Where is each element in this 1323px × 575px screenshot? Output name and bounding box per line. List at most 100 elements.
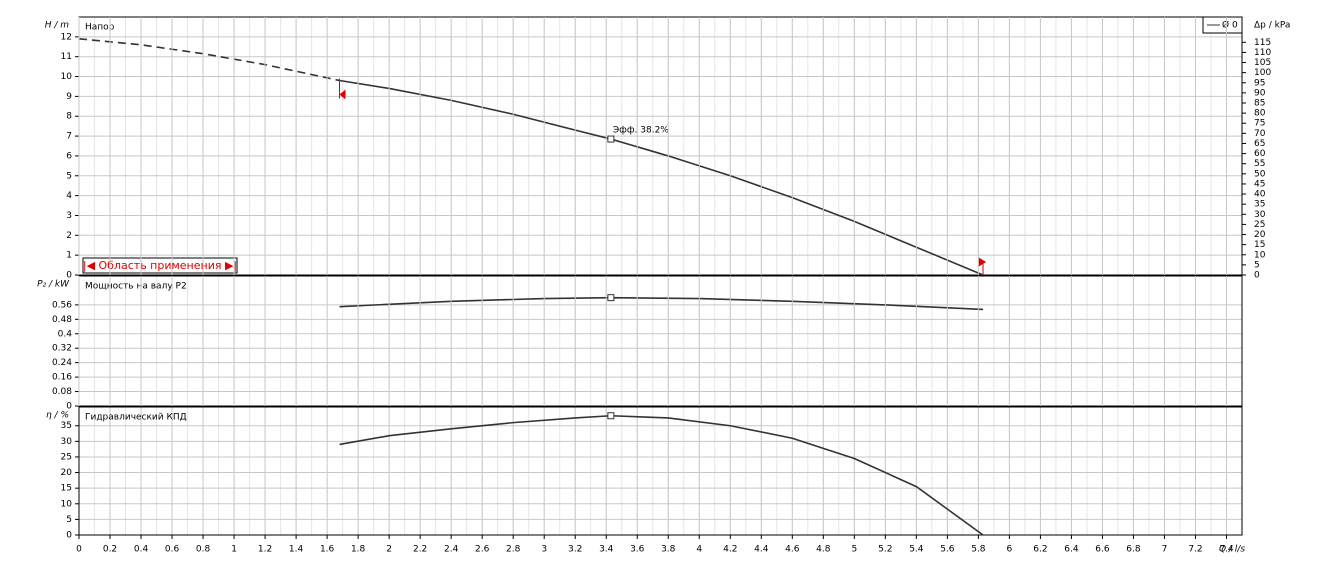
- y2-tick-label: 15: [1254, 240, 1265, 250]
- x-tick-label: 0: [76, 545, 82, 555]
- x-tick-label: 4.6: [785, 545, 800, 555]
- y2-tick-label: 5: [1254, 260, 1260, 270]
- y-tick-label: 4: [66, 191, 72, 201]
- y2-tick-label: 25: [1254, 220, 1265, 230]
- x-tick-label: 0.6: [165, 545, 180, 555]
- x-tick-label: 7.2: [1188, 545, 1202, 555]
- x-tick-label: 2.4: [444, 545, 459, 555]
- x-tick-label: 0.4: [134, 545, 149, 555]
- annotation: Эфф. 38.2%: [613, 126, 669, 136]
- panel-frame: [78, 406, 1243, 536]
- range-box: [82, 257, 238, 274]
- curve: [339, 79, 984, 276]
- y2-tick-label: 85: [1254, 99, 1265, 109]
- y2-tick-label: 90: [1254, 88, 1266, 98]
- x-tick-label: 2: [386, 545, 392, 555]
- x-tick-label: 0.8: [196, 545, 211, 555]
- y-tick-label: 7: [66, 132, 72, 142]
- x-tick-label: 3: [541, 545, 547, 555]
- legend-label: Ø 0: [1222, 20, 1238, 31]
- y-tick-label: 11: [61, 52, 72, 62]
- y-tick-label: 0.56: [52, 300, 72, 310]
- y2-tick-label: 80: [1254, 109, 1266, 119]
- y2-tick-label: 60: [1254, 149, 1266, 159]
- y-axis-label: P₂ / kW: [37, 280, 70, 290]
- x-tick-label: 3.6: [630, 545, 645, 555]
- y2-tick-label: 45: [1254, 179, 1265, 189]
- y2-tick-label: 115: [1254, 38, 1271, 48]
- x-tick-label: 4.4: [754, 545, 769, 555]
- legend-box: [1202, 16, 1243, 34]
- range-marker: [339, 89, 346, 100]
- curve: [339, 414, 984, 536]
- x-tick-label: 7: [1162, 545, 1168, 555]
- y-tick-label: 2: [66, 231, 72, 241]
- y2-tick-label: 70: [1254, 129, 1266, 139]
- y-tick-label: 35: [61, 421, 72, 431]
- y-tick-label: 5: [66, 515, 72, 525]
- curve: [339, 296, 984, 311]
- y-tick-label: 6: [66, 151, 72, 161]
- y2-tick-label: 0: [1254, 271, 1260, 281]
- operating-point: [607, 412, 615, 420]
- y-tick-label: 0: [66, 531, 72, 541]
- y-tick-label: 0.24: [52, 358, 72, 368]
- x-axis-label: Q / l/s: [1219, 545, 1245, 555]
- y-tick-label: 1: [66, 251, 72, 261]
- y2-tick-label: 65: [1254, 139, 1265, 149]
- x-tick-label: 5.2: [878, 545, 892, 555]
- x-tick-label: 2.6: [475, 545, 490, 555]
- operating-point: [607, 294, 615, 302]
- panel-title: Мощность на валу P2: [85, 282, 187, 292]
- y-tick-label: 0.08: [52, 387, 72, 397]
- x-tick-label: 3.4: [599, 545, 614, 555]
- x-tick-label: 1.4: [289, 545, 304, 555]
- y-tick-label: 0.32: [52, 344, 72, 354]
- range-marker: [978, 257, 987, 267]
- y-tick-label: 12: [61, 32, 72, 42]
- y2-tick-label: 100: [1254, 68, 1271, 78]
- y2-tick-label: 110: [1254, 48, 1271, 58]
- y2-tick-label: 40: [1254, 190, 1266, 200]
- y2-tick-label: 50: [1254, 169, 1266, 179]
- x-tick-label: 1.2: [258, 545, 272, 555]
- y-tick-label: 10: [61, 499, 73, 509]
- y-tick-label: 0.48: [52, 315, 72, 325]
- y-tick-label: 30: [61, 437, 73, 447]
- x-tick-label: 1.8: [351, 545, 366, 555]
- x-tick-label: 6: [1007, 545, 1013, 555]
- y2-tick-label: 20: [1254, 230, 1266, 240]
- x-tick-label: 2.8: [506, 545, 521, 555]
- y-tick-label: 8: [66, 112, 72, 122]
- y2-tick-label: 10: [1254, 250, 1266, 260]
- y-tick-label: 0: [66, 271, 72, 281]
- x-tick-label: 1.6: [320, 545, 335, 555]
- x-tick-label: 3.2: [568, 545, 582, 555]
- y-tick-label: 0.16: [52, 373, 72, 383]
- y-axis-label: η / %: [46, 411, 69, 421]
- y-tick-label: 5: [66, 171, 72, 181]
- y-tick-label: 20: [61, 468, 73, 478]
- y2-tick-label: 105: [1254, 58, 1271, 68]
- panel-title: Напор: [85, 23, 115, 33]
- x-tick-label: 2.2: [413, 545, 427, 555]
- x-tick-label: 4.2: [723, 545, 737, 555]
- y-tick-label: 9: [66, 92, 72, 102]
- x-tick-label: 6.8: [1126, 545, 1141, 555]
- x-tick-label: 6.6: [1095, 545, 1110, 555]
- y2-tick-label: 35: [1254, 200, 1265, 210]
- x-tick-label: 4: [696, 545, 702, 555]
- y-tick-label: 0.4: [58, 329, 73, 339]
- x-tick-label: 6.4: [1064, 545, 1079, 555]
- operating-point: [607, 135, 615, 143]
- y2-tick-label: 55: [1254, 159, 1265, 169]
- x-tick-label: 5: [851, 545, 857, 555]
- x-tick-label: 5.6: [940, 545, 955, 555]
- x-tick-label: 3.8: [661, 545, 676, 555]
- x-tick-label: 0.2: [103, 545, 117, 555]
- y2-tick-label: 95: [1254, 78, 1265, 88]
- y-tick-label: 15: [61, 484, 72, 494]
- x-tick-label: 7.4: [1219, 545, 1234, 555]
